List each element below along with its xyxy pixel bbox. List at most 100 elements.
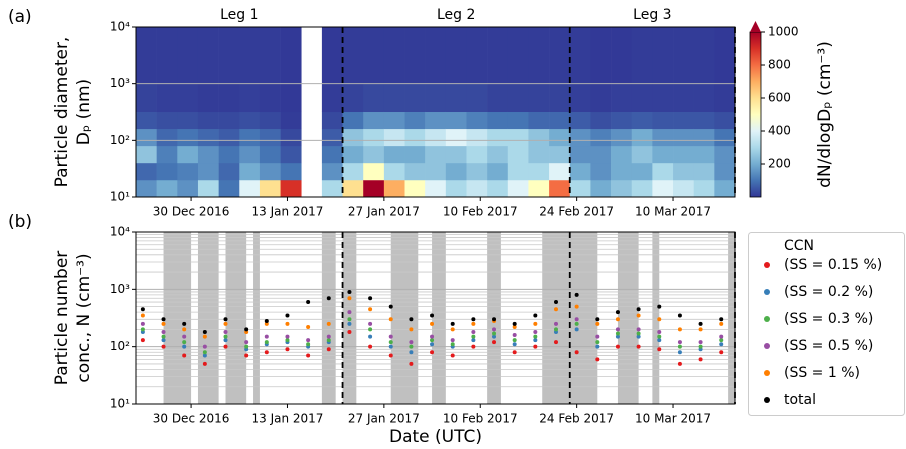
data-point xyxy=(574,350,579,355)
heatmap-cell xyxy=(342,128,364,147)
y-tick-label: 10³ xyxy=(110,76,130,90)
heatmap-cell xyxy=(280,179,302,198)
heatmap-cell xyxy=(507,83,529,113)
data-point xyxy=(719,317,724,322)
data-point xyxy=(657,334,662,339)
heatmap-cell xyxy=(611,111,633,130)
leg-label: Leg 3 xyxy=(633,7,671,23)
data-point xyxy=(285,347,290,352)
heatmap-cell xyxy=(652,162,674,181)
heatmap-cell xyxy=(487,27,509,84)
data-point xyxy=(450,353,455,358)
data-point xyxy=(285,338,290,343)
heatmap-cell xyxy=(156,83,178,113)
data-point xyxy=(368,321,373,326)
heatmap-cell xyxy=(239,83,261,113)
data-point xyxy=(430,342,435,347)
heatmap-cell xyxy=(239,162,261,181)
data-point xyxy=(636,331,641,336)
heatmap-cell xyxy=(197,83,219,113)
colorbar-tick-label: 400 xyxy=(768,124,791,138)
heatmap-cell xyxy=(466,162,488,181)
data-point xyxy=(698,344,703,349)
data-point xyxy=(677,350,682,355)
heatmap-cell xyxy=(693,111,715,130)
data-point xyxy=(574,304,579,309)
data-point xyxy=(347,310,352,315)
data-point xyxy=(223,321,228,326)
shaded-span xyxy=(197,232,219,404)
heatmap-cell xyxy=(218,83,240,113)
heatmap-cell xyxy=(611,128,633,147)
data-point xyxy=(326,321,331,326)
data-point xyxy=(326,338,331,343)
legend-marker xyxy=(764,316,770,322)
data-point xyxy=(388,340,393,345)
heatmap-cell xyxy=(425,145,447,164)
data-point xyxy=(512,350,517,355)
heatmap-cell xyxy=(507,179,529,198)
data-point xyxy=(615,331,620,336)
data-point xyxy=(471,338,476,343)
data-point xyxy=(450,321,455,326)
y-axis-label: Particle number xyxy=(52,251,72,386)
data-point xyxy=(182,327,187,332)
heatmap-cell xyxy=(507,162,529,181)
heatmap-cell xyxy=(714,27,736,84)
heatmap-cell xyxy=(652,27,674,84)
heatmap-cell xyxy=(136,83,157,113)
heatmap-cell xyxy=(631,111,653,130)
heatmap-cell xyxy=(259,162,281,181)
data-point xyxy=(388,344,393,349)
data-point xyxy=(657,330,662,335)
heatmap-cell xyxy=(507,111,529,130)
heatmap-cell xyxy=(590,179,612,198)
heatmap-cell xyxy=(425,27,447,84)
colorbar-tick-label: 800 xyxy=(768,58,791,72)
heatmap-cell xyxy=(259,111,281,130)
heatmap-cell xyxy=(549,145,571,164)
data-point xyxy=(719,321,724,326)
data-point xyxy=(553,307,558,312)
heatmap-cell xyxy=(197,179,219,198)
heatmap-cell xyxy=(383,128,405,147)
heatmap-cell xyxy=(156,179,178,198)
data-point xyxy=(182,340,187,345)
colorbar-tick-label: 200 xyxy=(768,157,791,171)
data-point xyxy=(636,307,641,312)
data-point xyxy=(347,296,352,301)
data-point xyxy=(677,327,682,332)
heatmap-cell xyxy=(156,111,178,130)
heatmap-cell xyxy=(136,128,157,147)
heatmap-cell xyxy=(487,145,509,164)
data-point xyxy=(553,327,558,332)
data-point xyxy=(285,334,290,339)
data-point xyxy=(471,317,476,322)
heatmap-cell xyxy=(425,83,447,113)
x-tick-label: 10 Feb 2017 xyxy=(443,412,518,426)
heatmap-cell xyxy=(136,27,157,84)
data-point xyxy=(306,353,311,358)
shaded-span xyxy=(163,232,192,404)
legend-label: (SS = 1 %) xyxy=(784,365,860,381)
heatmap-cell xyxy=(528,162,550,181)
heatmap-cell xyxy=(528,179,550,198)
data-point xyxy=(636,313,641,318)
data-point xyxy=(533,330,538,335)
data-point xyxy=(140,327,145,332)
legend-marker xyxy=(764,397,770,403)
data-point xyxy=(347,317,352,322)
data-point xyxy=(244,340,249,345)
data-point xyxy=(595,321,600,326)
data-point xyxy=(574,317,579,322)
legend-marker xyxy=(764,343,770,349)
heatmap-cell xyxy=(218,111,240,130)
data-point xyxy=(595,334,600,339)
data-point xyxy=(140,321,145,326)
data-point xyxy=(657,304,662,309)
heatmap-cell xyxy=(239,145,261,164)
heatmap-cell xyxy=(177,179,199,198)
heatmap-cell xyxy=(383,162,405,181)
data-point xyxy=(182,344,187,349)
data-point xyxy=(698,357,703,362)
